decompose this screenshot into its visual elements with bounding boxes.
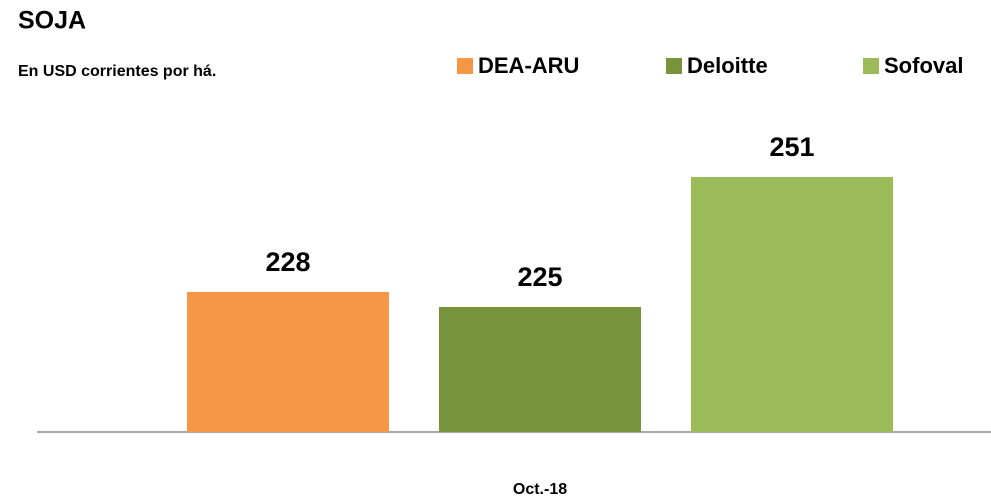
- x-tick-label: Oct.-18: [513, 481, 567, 498]
- legend-swatch: [863, 58, 879, 74]
- chart-title: SOJA: [18, 7, 86, 35]
- legend-label: DEA-ARU: [478, 53, 579, 78]
- bar: [187, 292, 389, 432]
- legend-label: Sofoval: [884, 53, 963, 78]
- data-label: 225: [517, 262, 562, 292]
- data-label: 251: [769, 132, 814, 162]
- data-label: 228: [265, 247, 310, 277]
- bar: [691, 177, 893, 432]
- legend-swatch: [457, 58, 473, 74]
- legend-label: Deloitte: [687, 53, 768, 78]
- bar: [439, 307, 641, 432]
- chart-subtitle: En USD corrientes por há.: [18, 63, 216, 80]
- legend-swatch: [666, 58, 682, 74]
